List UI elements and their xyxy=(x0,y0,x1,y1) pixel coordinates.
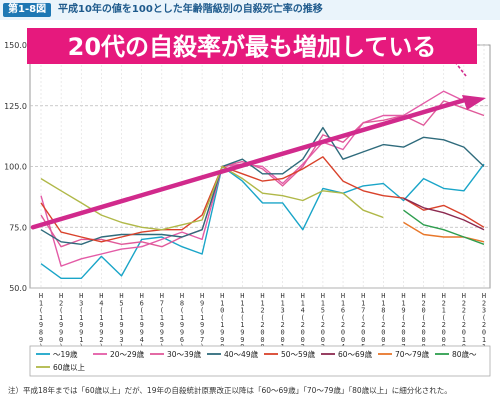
y-tick-label: 125.0 xyxy=(4,102,27,111)
legend-label: 30～39歳 xyxy=(167,349,202,359)
series-line xyxy=(40,156,485,243)
legend-box xyxy=(29,345,491,377)
y-tick-label: 75.0 xyxy=(9,223,27,232)
legend-label: 20～29歳 xyxy=(110,349,145,359)
series-line xyxy=(403,197,485,231)
series-line xyxy=(403,209,485,245)
legend-label: 80歳～ xyxy=(452,349,477,359)
y-tick-label: 150.0 xyxy=(4,41,27,50)
figure-label: 第1-8図 xyxy=(3,3,52,17)
series-line xyxy=(40,126,485,245)
legend-label: ～19歳 xyxy=(53,349,78,359)
footnote: 注）平成18年までは「60歳以上」だが、19年の自殺統計原票改正以降は「60～6… xyxy=(8,386,452,395)
series-line xyxy=(40,90,485,267)
pointer-line xyxy=(451,57,467,77)
annotation-banner xyxy=(27,28,477,64)
trend-arrow-head xyxy=(462,95,486,110)
series-line xyxy=(40,165,384,231)
series-line xyxy=(40,100,485,248)
trend-arrow xyxy=(30,96,473,230)
y-tick-label: 50.0 xyxy=(9,284,27,293)
legend-label: 40～49歳 xyxy=(224,349,259,359)
figure-title: 平成10年の値を100とした年齢階級別の自殺死亡率の推移 xyxy=(58,4,323,15)
legend-label: 70～79歳 xyxy=(395,349,430,359)
annotation-text: 20代の自殺率が最も増加している xyxy=(68,33,437,61)
legend-label: 50～59歳 xyxy=(281,349,316,359)
legend-label: 60～69歳 xyxy=(338,349,373,359)
legend-label: 60歳以上 xyxy=(53,362,86,372)
series-line xyxy=(403,221,485,243)
figure-header: 第1-8図 平成10年の値を100とした年齢階級別の自殺死亡率の推移 xyxy=(0,0,500,20)
y-tick-label: 100.0 xyxy=(4,163,27,172)
series-line xyxy=(40,163,485,279)
